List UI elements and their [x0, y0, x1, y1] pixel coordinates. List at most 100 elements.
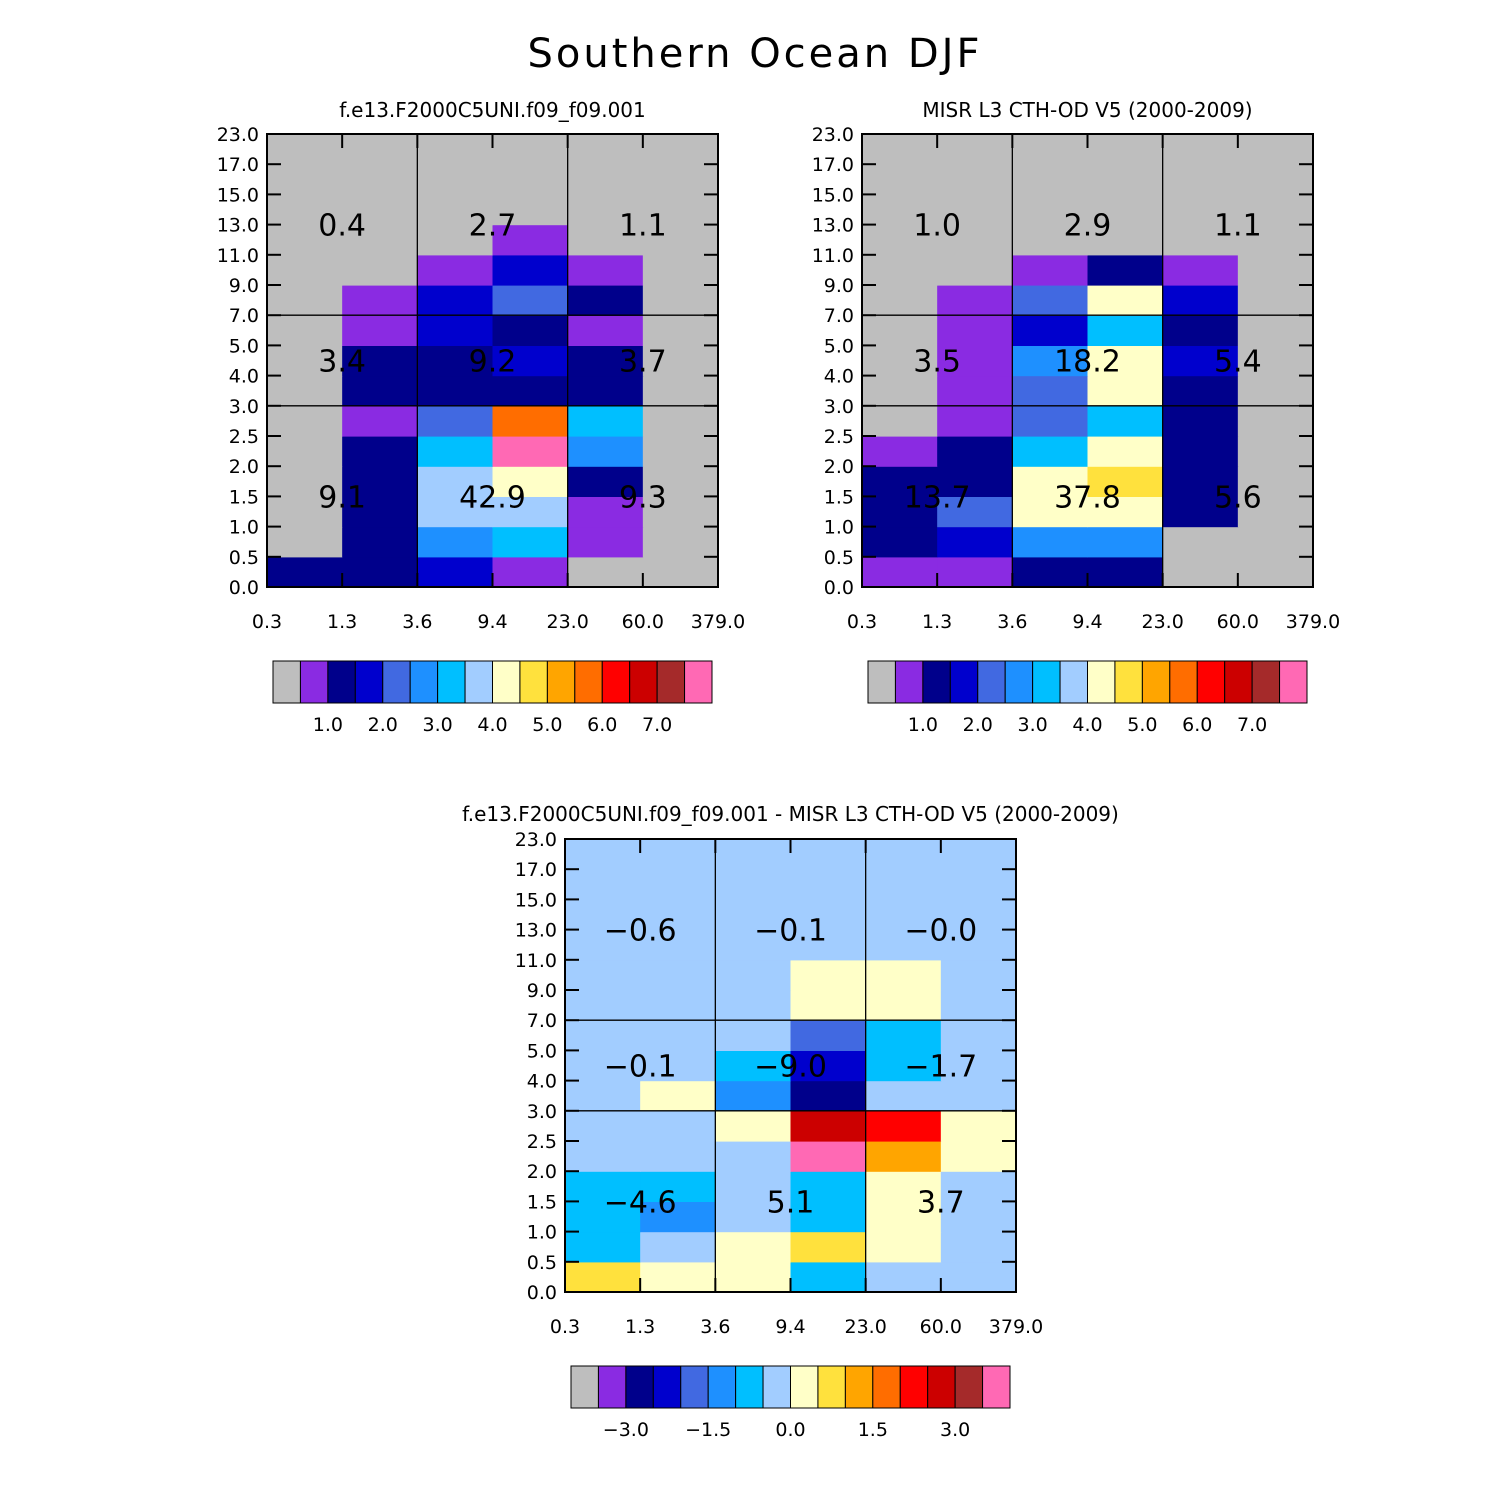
heatmap-cell [937, 345, 1013, 377]
heatmap-cell [565, 929, 641, 961]
heatmap-cell [567, 254, 644, 286]
heatmap-cell [790, 1141, 867, 1172]
colorbar-swatch [437, 660, 466, 704]
colorbar-swatch [1004, 660, 1034, 704]
x-tick-label: 1.3 [922, 611, 952, 633]
heatmap-cell [342, 164, 418, 195]
heatmap-cell [715, 1261, 792, 1293]
box-total-label: −9.0 [754, 1050, 827, 1085]
heatmap-cell [1237, 345, 1314, 377]
colorbar-swatch [872, 1365, 901, 1409]
heatmap-cell [642, 466, 719, 497]
colorbar-swatch [1196, 660, 1226, 704]
colorbar-swatch [272, 660, 301, 704]
heatmap-cell [862, 194, 938, 226]
box-total-label: 9.3 [619, 480, 667, 515]
heatmap-cell [865, 1080, 942, 1112]
heatmap-cell [865, 899, 942, 931]
heatmap-cell [862, 496, 938, 528]
heatmap-cell [640, 1201, 716, 1233]
heatmap-cell [790, 929, 867, 961]
y-tick-label: 0.5 [229, 547, 259, 569]
y-tick-label: 4.0 [229, 366, 259, 388]
heatmap-cell [865, 1201, 942, 1233]
heatmap-cell [640, 1050, 716, 1082]
heatmap-cell [715, 869, 792, 900]
heatmap-cell [1162, 194, 1239, 226]
colorbar-label: 3.0 [940, 1419, 970, 1441]
heatmap-cell [417, 556, 494, 588]
heatmap-cell [267, 285, 343, 316]
heatmap-cell [492, 405, 569, 437]
colorbar-swatch [656, 660, 686, 704]
y-tick-label: 0.5 [824, 547, 854, 569]
colorbar-swatch [790, 1365, 819, 1409]
heatmap-cell [342, 224, 418, 256]
y-tick-label: 1.5 [527, 1191, 557, 1213]
heatmap-cell [417, 375, 494, 407]
heatmap-cell [492, 224, 569, 256]
heatmap-cell [565, 990, 641, 1021]
heatmap-cell [865, 1110, 942, 1142]
heatmap-cell [715, 1080, 792, 1112]
heatmap-cell [1012, 134, 1089, 165]
y-tick-label: 4.0 [527, 1071, 557, 1093]
heatmap-cell [267, 375, 343, 407]
x-tick-label: 379.0 [691, 611, 745, 633]
heatmap-cell [640, 1231, 716, 1263]
panel-title: f.e13.F2000C5UNI.f09_f09.001 [339, 98, 646, 122]
heatmap-cell [1087, 285, 1164, 316]
y-tick-label: 2.0 [527, 1161, 557, 1183]
colorbar-swatch [1251, 660, 1281, 704]
y-tick-label: 7.0 [527, 1010, 557, 1032]
heatmap-cell [940, 1201, 1017, 1233]
heatmap-cell [1162, 134, 1239, 165]
heatmap-cell [1087, 466, 1164, 497]
x-tick-label: 0.3 [252, 611, 282, 633]
colorbar-swatch [570, 1365, 599, 1409]
heatmap-cell [862, 224, 938, 256]
heatmap-cell [565, 1231, 641, 1263]
colorbar-swatch [354, 660, 384, 704]
heatmap-cell [1162, 496, 1239, 528]
colorbar-swatch [707, 1365, 737, 1409]
heatmap-cell [1087, 254, 1164, 286]
heatmap-cell [1237, 315, 1314, 346]
heatmap-cell [865, 929, 942, 961]
heatmap-cell [937, 134, 1013, 165]
heatmap-cell [865, 990, 942, 1021]
heatmap-cell [565, 1141, 641, 1172]
box-total-label: 37.8 [1054, 480, 1121, 515]
box-total-label: 42.9 [459, 480, 526, 515]
panel-title: MISR L3 CTH-OD V5 (2000-2009) [922, 98, 1252, 122]
colorbar-swatch [382, 660, 411, 704]
heatmap-cell [342, 466, 418, 497]
heatmap-cell [417, 405, 494, 437]
heatmap-cell [642, 285, 719, 316]
y-tick-label: 2.0 [824, 456, 854, 478]
heatmap-cell [937, 224, 1013, 256]
heatmap-cell [1162, 285, 1239, 316]
y-tick-label: 9.0 [527, 980, 557, 1002]
heatmap-cell [715, 1141, 792, 1172]
y-tick-label: 9.0 [824, 275, 854, 297]
heatmap-cell [865, 1141, 942, 1172]
colorbar-swatch [601, 660, 631, 704]
heatmap-cell [1162, 345, 1239, 377]
x-tick-label: 60.0 [920, 1316, 962, 1338]
heatmap-cell [642, 345, 719, 377]
heatmap-cell [940, 959, 1017, 991]
heatmap-cell [1012, 254, 1089, 286]
y-tick-label: 1.5 [824, 486, 854, 508]
difference-panel: f.e13.F2000C5UNI.f09_f09.001 - MISR L3 C… [462, 802, 1119, 1441]
y-tick-label: 17.0 [515, 859, 557, 881]
colorbar-label: 4.0 [1072, 714, 1102, 736]
heatmap-cell [565, 899, 641, 931]
colorbar-label: 5.0 [1127, 714, 1157, 736]
heatmap-cell [715, 959, 792, 991]
heatmap-cell [715, 990, 792, 1021]
heatmap-cell [715, 1171, 792, 1202]
colorbar-swatch [519, 660, 548, 704]
colorbar-swatch [927, 1365, 956, 1409]
heatmap-cell [565, 959, 641, 991]
